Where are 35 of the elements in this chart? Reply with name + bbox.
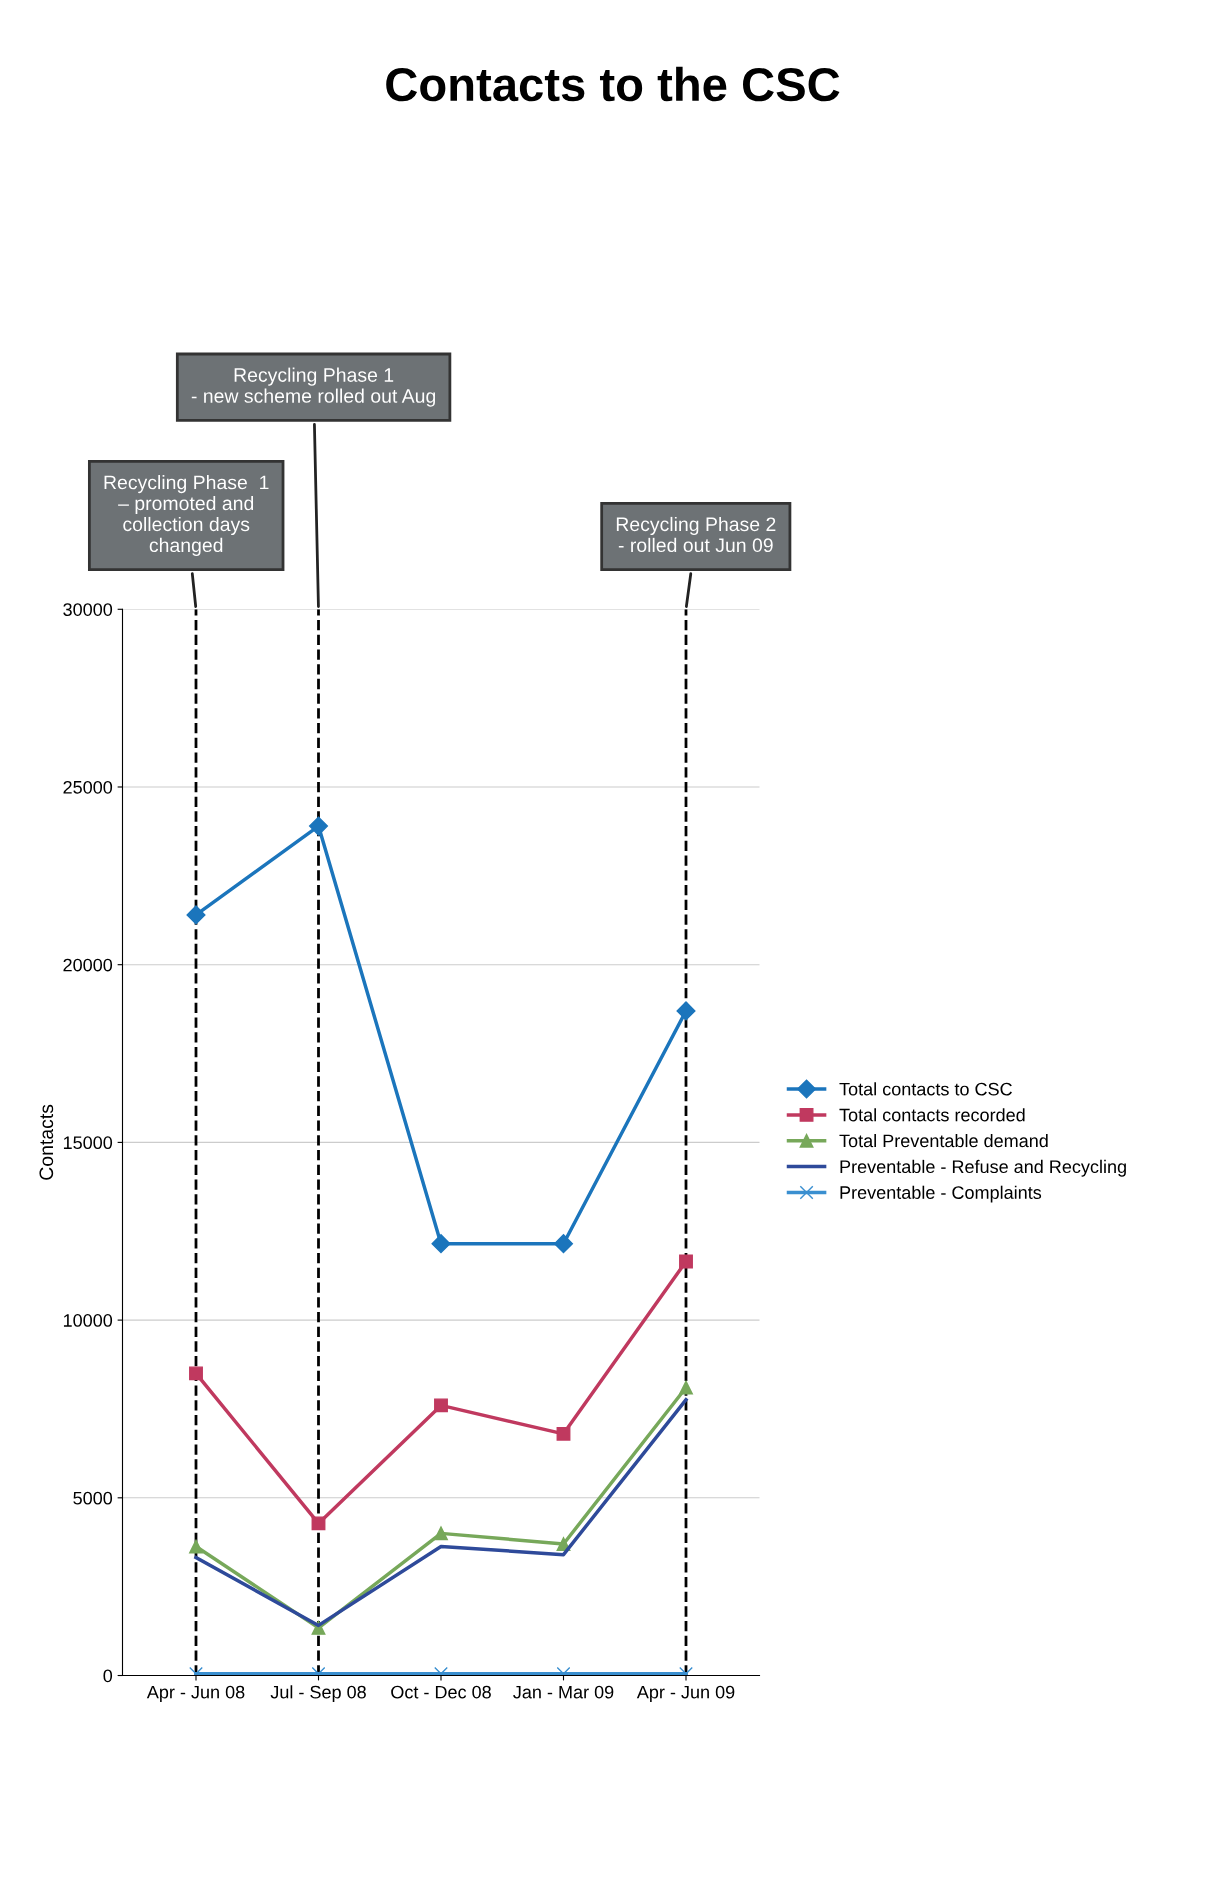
ref-line-label: Recycling Phase 1 - new scheme rolled out Aug [191, 367, 436, 407]
x-tick-label: Oct - Dec 08 [391, 1685, 491, 1699]
ref-line-label: Recycling Phase 2 - rolled out Jun 09 [616, 516, 776, 553]
point [431, 1234, 451, 1254]
point [556, 1426, 571, 1441]
x-tick-label: Jul - Sep 08 [270, 1685, 366, 1703]
y-tick-label: 10000 [63, 1314, 113, 1327]
y-tick-label: 5000 [73, 1491, 113, 1505]
legend-label: Total contacts to CSC [839, 1082, 1012, 1096]
point [189, 1539, 203, 1554]
point [679, 1254, 693, 1269]
point [553, 1234, 574, 1254]
point [311, 1516, 326, 1531]
legend-label: Total contacts recorded [839, 1108, 1025, 1122]
legend-label: Total Preventable demand [839, 1133, 1048, 1148]
chart-title: Contacts to the CSC [386, 66, 840, 102]
y-tick-label: 20000 [63, 958, 113, 972]
point [186, 905, 206, 925]
point [676, 1001, 696, 1021]
y-tick-label: 30000 [63, 603, 113, 616]
legend-label: Preventable - Complaints [840, 1185, 1042, 1203]
x-tick-label: Apr - Jun 08 [146, 1685, 245, 1703]
legend-label: Preventable - Refuse and Recycling [840, 1159, 1126, 1177]
point [434, 1526, 448, 1541]
x-tick-label: Apr - Jun 09 [636, 1685, 735, 1703]
y-tick-label: 25000 [63, 780, 113, 794]
y-tick-label: 0 [103, 1669, 113, 1683]
y-axis-title: Contacts [39, 1104, 54, 1180]
point [308, 816, 329, 836]
point [189, 1366, 203, 1381]
y-tick-label: 15000 [63, 1136, 113, 1150]
x-tick-label: Jan - Mar 09 [513, 1685, 614, 1699]
point [679, 1380, 693, 1395]
ref-line-label: Recycling Phase 1 – promoted and collection days changed [104, 475, 269, 556]
point [434, 1398, 448, 1413]
